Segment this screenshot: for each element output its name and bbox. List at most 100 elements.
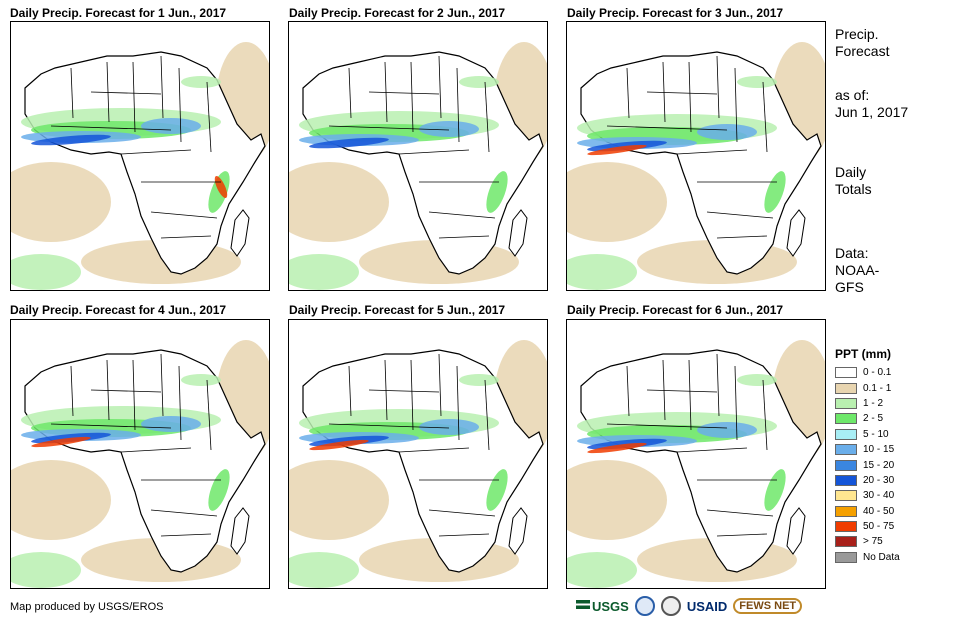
legend-item: 10 - 15 [835,442,900,457]
sidebar-data-source: Data: NOAA- GFS [835,245,879,296]
country-border [662,61,666,123]
country-border [626,365,630,417]
country-border [706,211,774,219]
legend-item: > 75 [835,534,900,549]
country-border [626,67,630,119]
country-border [606,423,728,429]
country-border [688,61,692,133]
country-border [428,211,496,219]
legend-title: PPT (mm) [835,347,892,361]
legend-swatch [835,382,857,394]
country-border [398,447,470,453]
forecast-map-1 [10,21,270,291]
precip-area [459,76,499,88]
legend-swatch [835,521,857,533]
legend-item: 1 - 2 [835,396,900,411]
country-border [676,149,748,155]
country-border [456,67,460,143]
country-border [206,81,212,153]
noaa-seal-icon [634,596,655,616]
precip-area [208,469,230,511]
panel-title-4: Daily Precip. Forecast for 4 Jun., 2017 [10,303,227,317]
country-border [160,55,164,119]
country-border [762,379,768,451]
country-border [106,61,110,123]
legend-label: 40 - 50 [863,505,895,517]
sidebar-asof-date: Jun 1, 2017 [835,104,909,120]
africa-precip-map [567,42,825,290]
madagascar-landmass [786,507,806,555]
legend-label: 10 - 15 [863,444,895,456]
africa-landmass [580,349,822,573]
country-border [688,359,692,431]
country-border [328,423,450,429]
panel-title-1: Daily Precip. Forecast for 1 Jun., 2017 [10,6,227,20]
country-border [120,447,192,453]
precip-area [567,460,667,540]
sidebar-asof-label: as of: [835,87,870,103]
madagascar-landmass [508,507,528,555]
panel-title-2: Daily Precip. Forecast for 2 Jun., 2017 [289,6,506,20]
country-border [178,67,182,143]
legend-item: 20 - 30 [835,473,900,488]
precip-legend: PPT (mm) 0 - 0.1 0.1 - 1 1 - 2 2 - 5 5 - 10 1… [835,347,900,565]
country-border [706,509,774,517]
precip-area [181,374,221,386]
panel-title-5: Daily Precip. Forecast for 5 Jun., 2017 [289,303,506,317]
precip-area [486,469,508,511]
country-border [70,67,74,119]
sidebar-data-label: Data: [835,245,869,261]
precip-area [567,254,637,290]
fews-net-logo: FEWS NET [733,598,803,614]
fews-net-logo-text: FEWS NET [739,600,797,612]
country-border [106,359,110,421]
country-border [348,67,352,119]
forecast-map-6 [566,319,826,589]
country-border [348,365,352,417]
precip-area [11,552,81,588]
precip-area [486,171,508,213]
precip-area [567,162,667,242]
precip-area [309,439,369,451]
country-border [456,365,460,441]
precip-area [289,460,389,540]
country-border [484,81,490,153]
legend-swatch [835,367,857,379]
legend-label: > 75 [863,536,883,548]
country-border [368,91,440,95]
country-border [716,235,768,239]
precip-area [11,254,81,290]
country-border [90,91,162,95]
legend-label: 0 - 0.1 [863,367,892,379]
country-border [484,379,490,451]
africa-precip-map [11,42,269,290]
legend-label: No Data [863,551,900,563]
country-border [50,125,172,131]
legend-swatch [835,505,857,517]
madagascar-landmass [230,209,250,257]
precip-area [697,124,757,140]
sidebar-heading-line1: Precip. [835,26,879,42]
precip-area [141,416,201,432]
country-border [178,365,182,441]
legend-label: 30 - 40 [863,490,895,502]
precip-area [181,76,221,88]
country-border [50,423,172,429]
precip-area [141,118,201,134]
legend-label: 0.1 - 1 [863,382,892,394]
forecast-map-3 [566,21,826,291]
country-border [132,61,136,133]
precip-area [31,134,111,146]
precip-area [289,254,359,290]
africa-precip-map [289,340,547,588]
legend-swatch [835,397,857,409]
precip-area [587,144,647,156]
precip-area [289,162,389,242]
country-border [716,533,768,537]
usgs-logo: USGS [576,599,629,614]
state-seal-icon [660,596,681,616]
sidebar-totals-line2: Totals [835,181,872,197]
country-border [120,149,192,155]
panel-title-6: Daily Precip. Forecast for 6 Jun., 2017 [567,303,784,317]
country-border [150,211,218,219]
